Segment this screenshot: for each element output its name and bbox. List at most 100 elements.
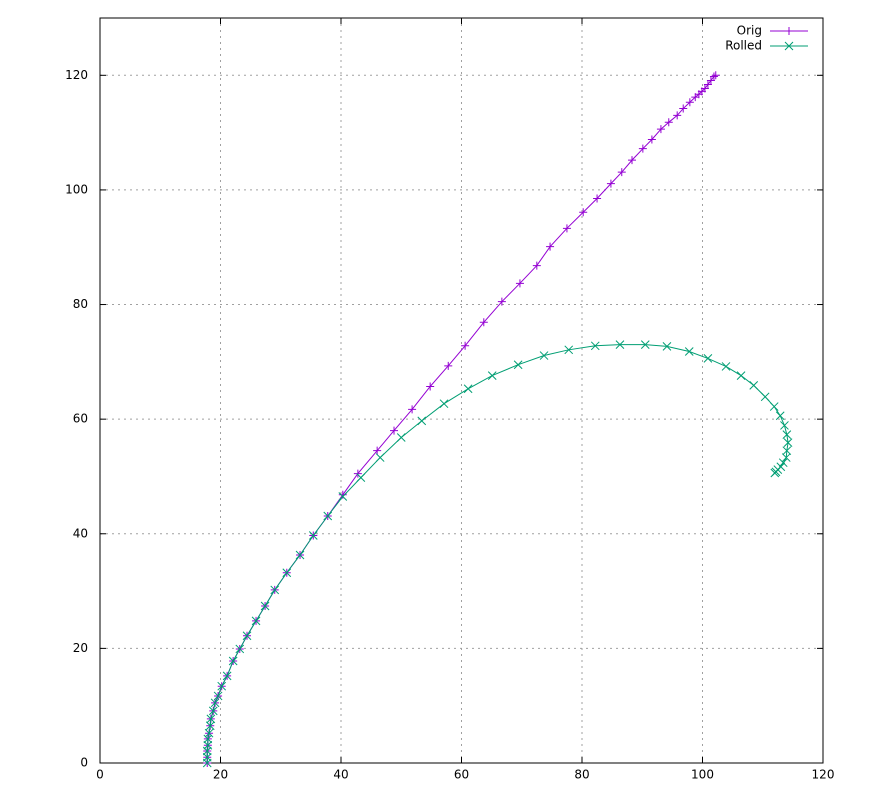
- data-point: [617, 168, 626, 177]
- data-point: [205, 721, 215, 731]
- data-point: [593, 194, 602, 203]
- data-point: [228, 656, 238, 666]
- data-point: [461, 341, 470, 350]
- data-point: [656, 125, 665, 134]
- data-point: [700, 84, 709, 93]
- x-tick-label: 80: [574, 768, 589, 782]
- data-point: [673, 111, 682, 120]
- series-line: [206, 344, 789, 763]
- data-point: [711, 71, 720, 80]
- data-point: [640, 340, 650, 350]
- data-point: [684, 347, 694, 356]
- data-point: [338, 492, 348, 501]
- data-point: [703, 80, 712, 89]
- legend-marker: [785, 27, 793, 35]
- data-point: [210, 698, 220, 708]
- data-point: [782, 430, 792, 439]
- data-point: [579, 208, 588, 217]
- y-tick-label: 40: [73, 526, 88, 540]
- data-point: [532, 261, 541, 270]
- data-point: [562, 224, 571, 233]
- data-point: [703, 354, 713, 363]
- data-point: [203, 740, 213, 750]
- plot-frame: [99, 17, 824, 764]
- data-point: [749, 380, 759, 390]
- data-point: [780, 421, 789, 430]
- data-point: [606, 179, 615, 188]
- data-point: [235, 644, 245, 654]
- data-point: [206, 714, 216, 724]
- data-point: [417, 416, 427, 426]
- data-point: [295, 550, 305, 560]
- data-point: [664, 118, 673, 127]
- legend-label: Orig: [737, 24, 762, 38]
- data-point: [213, 691, 223, 701]
- data-point: [202, 752, 212, 762]
- legend-marker: [784, 41, 794, 51]
- data-point: [647, 135, 656, 144]
- data-point: [775, 411, 785, 421]
- data-point: [513, 360, 523, 370]
- data-point: [662, 342, 672, 351]
- data-point: [679, 104, 688, 113]
- data-point: [497, 297, 506, 306]
- x-tick-label: 0: [96, 768, 104, 782]
- data-point: [590, 341, 600, 351]
- data-point: [709, 72, 718, 81]
- data-point: [375, 453, 385, 462]
- data-point: [426, 382, 435, 391]
- data-point: [515, 279, 524, 288]
- y-tick-label: 0: [80, 756, 88, 770]
- data-point: [396, 433, 406, 442]
- data-point: [760, 392, 770, 402]
- data-point: [564, 345, 574, 355]
- data-point: [769, 402, 779, 411]
- data-point: [770, 468, 780, 478]
- data-point: [251, 616, 261, 626]
- data-point: [260, 601, 270, 611]
- data-point: [353, 469, 362, 478]
- data-point: [487, 371, 497, 380]
- data-point: [282, 568, 292, 578]
- x-tick-label: 60: [454, 768, 469, 782]
- data-point: [444, 361, 453, 370]
- data-point: [270, 585, 280, 595]
- data-point: [204, 728, 214, 738]
- y-tick-label: 100: [65, 182, 88, 196]
- data-point: [408, 405, 417, 414]
- data-point: [685, 98, 694, 107]
- data-point: [356, 473, 366, 482]
- y-tick-label: 60: [73, 412, 88, 426]
- data-point: [323, 511, 333, 521]
- data-point: [615, 340, 625, 350]
- data-point: [463, 384, 473, 394]
- data-point: [217, 681, 227, 691]
- data-point: [373, 446, 382, 455]
- data-point: [783, 438, 793, 448]
- y-tick-label: 20: [73, 641, 88, 655]
- x-tick-label: 20: [213, 768, 228, 782]
- legend-label: Rolled: [725, 39, 762, 53]
- data-point: [242, 631, 252, 641]
- x-tick-label: 40: [333, 768, 348, 782]
- data-point: [439, 399, 449, 409]
- y-tick-label: 80: [73, 297, 88, 311]
- data-point: [338, 490, 347, 499]
- data-point: [706, 76, 715, 85]
- x-tick-label: 100: [691, 768, 714, 782]
- data-point: [203, 734, 213, 744]
- data-point: [546, 242, 555, 251]
- data-point: [778, 458, 788, 468]
- data-point: [208, 706, 218, 716]
- data-point: [222, 671, 232, 681]
- data-point: [736, 371, 746, 380]
- data-point: [781, 453, 791, 462]
- data-point: [721, 362, 731, 371]
- data-point: [638, 144, 647, 153]
- data-point: [390, 426, 399, 435]
- data-point: [479, 318, 488, 327]
- data-point: [628, 156, 637, 165]
- data-point: [539, 351, 549, 360]
- data-point: [782, 446, 792, 456]
